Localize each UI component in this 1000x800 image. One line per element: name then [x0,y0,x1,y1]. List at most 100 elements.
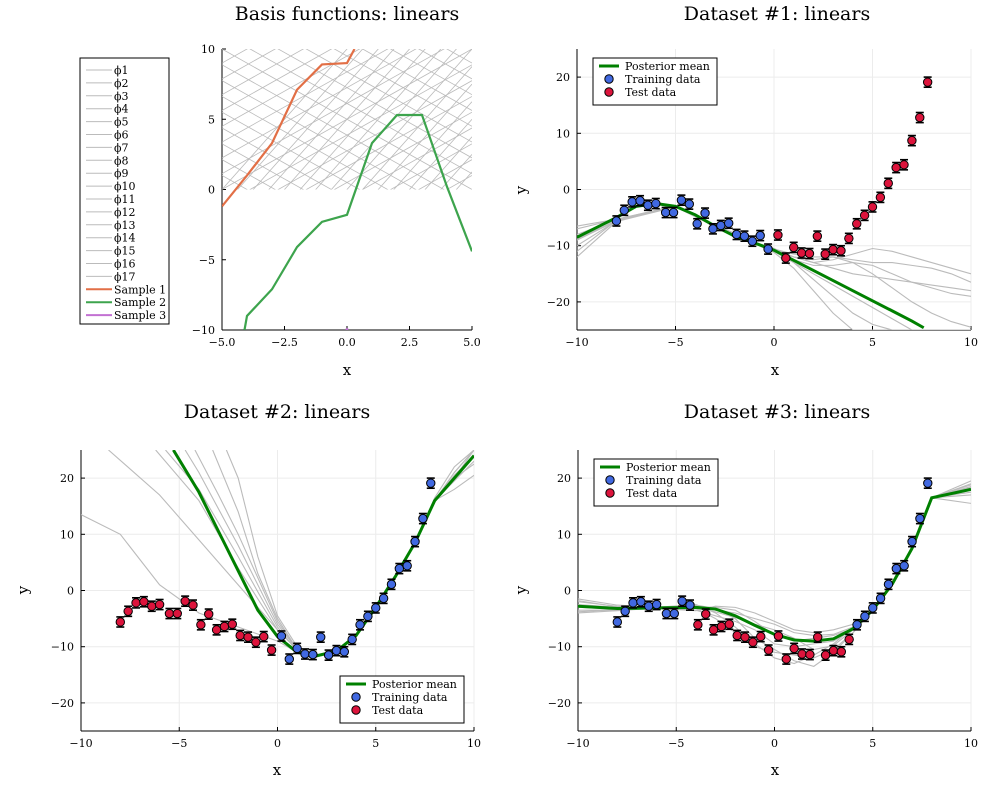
posterior-sample-line [108,450,474,658]
y-tick-label: 20 [557,472,571,485]
test-point [844,233,854,244]
legend-marker-swatch [351,692,361,702]
training-point [276,631,287,641]
legend-label: Sample 2 [114,296,166,309]
test-point [804,248,815,259]
training-point [628,598,638,608]
test-point [781,253,791,263]
basis-line-rising [418,159,472,190]
y-axis-label: y [14,585,32,595]
x-tick-label: 2.5 [401,336,419,349]
training-point [331,645,342,656]
y-tick-label: 5 [208,113,215,126]
legend-label: Test data [626,487,678,500]
legend-label: Test data [372,704,424,717]
training-point [660,207,671,218]
training-point [915,513,925,524]
basis-line-rising [222,49,276,80]
test-point [781,654,791,664]
test-point [828,645,839,656]
x-tick-label: 10 [467,737,481,750]
training-point [394,563,405,574]
test-point [164,608,175,619]
tick-labels: −10 −5 0 5 10 −20 −10 0 10 20 [547,71,978,349]
basis-line-rising [446,175,472,190]
y-tick-label: −20 [548,697,571,710]
legend-label: ϕ12 [114,206,136,219]
training-point [619,205,629,215]
legend-marker-swatch [605,488,615,498]
basis-line-rising [222,49,305,96]
training-point [685,600,695,610]
dataset-3-panel: Dataset #3: linears −10 −5 0 5 10 −20 −10 0 10 20… [512,401,978,779]
test-point [716,621,727,632]
test-point [227,619,238,629]
test-point [797,649,807,659]
basis-line [222,49,348,190]
legend-label: ϕ7 [114,141,129,154]
test-point [820,249,830,259]
basis-line [440,154,472,190]
x-tick-label: −5 [667,336,683,349]
training-point [378,593,389,604]
training-point [899,561,909,571]
test-point [748,637,758,647]
basis-functions-panel: Basis functions: linears −5.0 −2.5 0.0 2.5 5… [79,3,481,379]
test-point [154,599,165,610]
plot-area [221,48,473,331]
test-point [243,632,253,642]
test-point [875,192,886,203]
test-point [147,601,157,611]
test-point [211,625,222,635]
test-point [763,645,774,655]
basis-line [252,49,379,190]
training-point [669,608,679,619]
training-point [363,611,373,622]
test-point [836,246,846,256]
legend-label: ϕ4 [114,103,129,116]
test-point [907,135,917,146]
test-point [172,608,182,619]
test-point [859,210,870,221]
training-point [852,620,862,630]
test-point [251,637,261,647]
training-point [891,563,902,574]
training-point [410,536,420,547]
training-point [883,579,894,590]
training-point [651,599,662,610]
basis-line-falling [333,49,472,127]
x-tick-label: 10 [964,336,978,349]
x-tick-label: 0 [771,336,778,349]
test-point [773,631,784,641]
sample-line [243,113,472,330]
training-point [723,218,734,228]
markers-layer [115,477,436,665]
training-point [426,478,436,488]
y-tick-label: −10 [547,240,570,253]
legend-label: Posterior mean [626,461,711,474]
x-tick-label: 5.0 [463,336,481,349]
legend-label: Training data [625,73,701,86]
test-point [693,620,703,630]
markers-layer [611,76,933,264]
x-tick-label: −5 [668,737,684,750]
y-tick-label: 0 [564,585,571,598]
training-point [731,229,742,240]
y-tick-label: −10 [548,641,571,654]
legend-label: Test data [625,86,677,99]
training-point [716,220,726,231]
training-point [292,643,302,654]
y-tick-label: 10 [60,528,74,541]
test-point [732,630,742,641]
test-point [852,219,862,229]
basis-line-falling [222,49,472,190]
training-point [677,596,687,606]
test-point [235,630,245,641]
training-point [418,513,428,524]
training-point [763,244,773,254]
y-tick-label: −5 [199,254,215,267]
plot-area [576,49,972,331]
test-point [259,631,269,642]
x-tick-label: −10 [565,336,588,349]
